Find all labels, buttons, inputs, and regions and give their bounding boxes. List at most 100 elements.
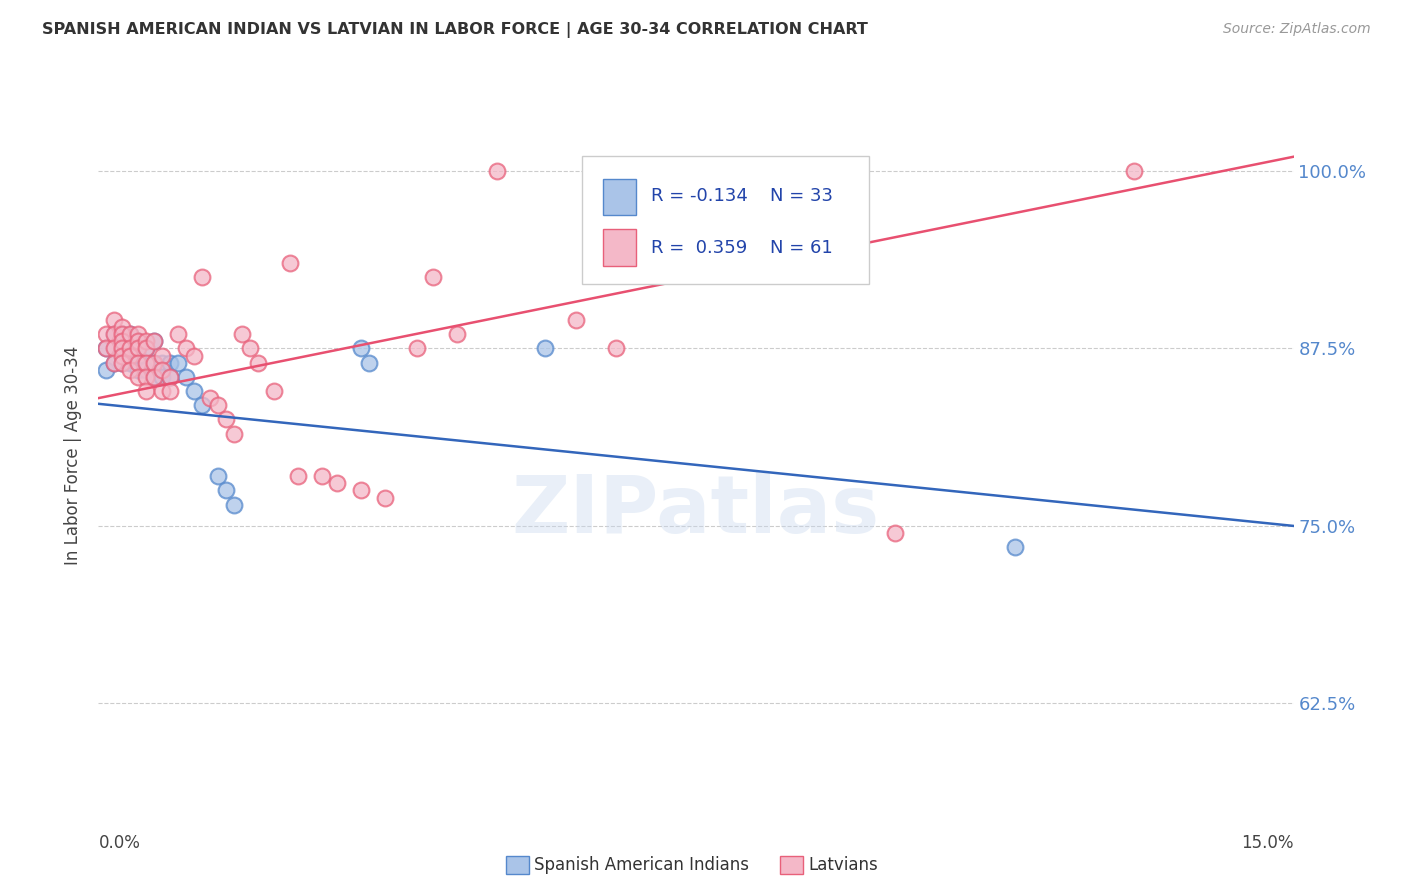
Point [159,369,181,384]
Point [278,256,301,270]
Point [135,362,157,376]
Point [103,313,125,327]
Point [103,327,125,342]
Point [135,356,157,370]
Point [111,327,134,342]
Point [143,334,166,349]
Point [215,412,238,426]
Point [150,349,173,363]
Point [127,356,149,370]
Text: R = -0.134: R = -0.134 [651,187,748,205]
Point [96,362,118,376]
Point [198,391,221,405]
Point [446,327,468,342]
Point [120,327,142,342]
Point [159,369,181,384]
Point [111,327,134,342]
Point [207,398,229,412]
Point [183,349,205,363]
Text: SPANISH AMERICAN INDIAN VS LATVIAN IN LABOR FORCE | AGE 30-34 CORRELATION CHART: SPANISH AMERICAN INDIAN VS LATVIAN IN LA… [42,22,868,38]
Point [135,334,157,349]
Point [1123,164,1146,178]
Point [406,342,429,356]
Point [120,342,142,356]
Text: N = 33: N = 33 [770,187,834,205]
Point [605,342,627,356]
Point [127,362,149,376]
Point [103,327,125,342]
Point [96,342,118,356]
Point [150,384,173,398]
Point [215,483,238,498]
Point [359,356,381,370]
Point [127,334,149,349]
Point [111,342,134,356]
Point [111,342,134,356]
Point [231,327,253,342]
Point [127,327,149,342]
Point [150,362,173,376]
Point [111,356,134,370]
Point [120,356,142,370]
Point [191,398,214,412]
Text: N = 61: N = 61 [770,238,832,257]
Point [884,526,907,541]
Point [103,356,125,370]
Point [111,320,134,334]
Point [350,483,373,498]
Point [167,356,190,370]
Point [143,356,166,370]
Point [222,426,245,441]
Point [120,327,142,342]
Point [103,356,125,370]
Point [159,384,181,398]
Point [565,313,588,327]
Point [135,369,157,384]
Point [533,342,555,356]
Point [287,469,309,483]
FancyBboxPatch shape [582,156,869,285]
Point [326,476,349,491]
Point [150,356,173,370]
Text: ZIPatlas: ZIPatlas [512,472,880,549]
Point [120,362,142,376]
Point [135,342,157,356]
Point [350,342,373,356]
Point [103,342,125,356]
Text: R =  0.359: R = 0.359 [651,238,747,257]
Point [1004,540,1026,554]
Point [374,491,396,505]
Point [127,349,149,363]
Point [127,369,149,384]
FancyBboxPatch shape [603,229,637,266]
Point [159,356,181,370]
Point [239,342,262,356]
Point [111,334,134,349]
Point [135,384,157,398]
Text: Latvians: Latvians [808,856,879,874]
Point [485,164,508,178]
Text: 15.0%: 15.0% [1241,834,1294,852]
FancyBboxPatch shape [603,178,637,215]
Point [135,342,157,356]
Point [422,270,444,285]
Point [174,342,197,356]
Point [150,369,173,384]
Point [111,349,134,363]
Point [96,327,118,342]
Point [263,384,285,398]
Text: Source: ZipAtlas.com: Source: ZipAtlas.com [1223,22,1371,37]
Text: Spanish American Indians: Spanish American Indians [534,856,749,874]
Point [645,164,668,178]
Point [143,369,166,384]
Point [207,469,229,483]
Y-axis label: In Labor Force | Age 30-34: In Labor Force | Age 30-34 [65,345,83,565]
Point [120,342,142,356]
Point [96,342,118,356]
Point [127,334,149,349]
Point [143,356,166,370]
Point [111,356,134,370]
Point [222,498,245,512]
Point [191,270,214,285]
Point [167,327,190,342]
